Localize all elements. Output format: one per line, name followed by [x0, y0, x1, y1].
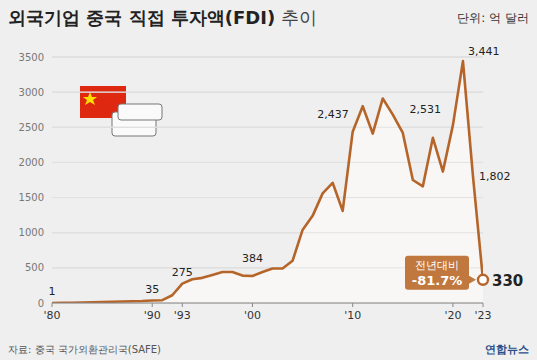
data-label: 384: [242, 252, 263, 265]
title-tail: 추이: [281, 7, 317, 28]
annotation: -81.7%: [412, 273, 463, 288]
x-tick-label: '10: [344, 309, 361, 322]
y-tick-label: 1000: [19, 227, 44, 238]
grid-line: [52, 303, 483, 304]
y-tick-label: 0: [38, 298, 44, 309]
grid-line: [52, 232, 483, 233]
line: [52, 61, 483, 303]
x-tick: [252, 303, 253, 307]
x-tick-label: '00: [244, 309, 261, 322]
title: 외국기업 중국 직접 투자액(FDI) 추이: [8, 7, 317, 28]
unit: 단위: 억 달러: [457, 11, 529, 25]
x-tick: [452, 303, 453, 307]
x-tick-label: '20: [444, 309, 461, 322]
data-label: 3,441: [468, 45, 500, 58]
grid-line: [52, 57, 483, 58]
data-label: 330: [492, 272, 523, 290]
data-label: 35: [145, 283, 159, 296]
flag-star: [83, 92, 97, 105]
grid-line: [52, 92, 483, 93]
grid-line: [52, 162, 483, 163]
grid-line: [52, 232, 483, 233]
annotation-pointer: [469, 276, 476, 284]
x-tick: [182, 303, 183, 307]
data-label: 1,802: [479, 170, 511, 183]
background: [0, 0, 537, 360]
end-marker: [478, 275, 488, 285]
data-label: 1: [49, 285, 56, 298]
data-label: 275: [172, 266, 193, 279]
x-tick: [483, 303, 484, 307]
grid-line: [52, 57, 483, 58]
x-tick: [152, 303, 153, 307]
flag-icon: [80, 86, 162, 136]
annotation-box: [405, 256, 469, 290]
title-main: 외국기업 중국 직접 투자액(FDI): [8, 7, 281, 28]
x-tick: [52, 303, 53, 307]
x-tick-label: '80: [43, 309, 60, 322]
grid-line: [52, 303, 483, 304]
x-axis: [52, 303, 483, 304]
source: 자료: 중국 국가외환관리국(SAFE): [8, 344, 161, 355]
y-tick-label: 1500: [19, 192, 44, 203]
money: [118, 104, 162, 120]
annotation: 전년대비: [415, 259, 459, 272]
plot: [52, 57, 483, 303]
y-tick-label: 2500: [19, 122, 44, 133]
x-tick: [352, 303, 353, 307]
grid-line: [52, 162, 483, 163]
x-tick-label: '93: [174, 309, 191, 322]
y-tick-label: 500: [25, 262, 44, 273]
grid-line: [52, 127, 483, 128]
grid-line: [52, 197, 483, 198]
grid-line: [52, 127, 483, 128]
y-tick-label: 2000: [19, 157, 44, 168]
y-tick-label: 3500: [19, 52, 44, 63]
y-tick-label: 3000: [19, 87, 44, 98]
grid-line: [52, 92, 483, 93]
chart: 외국기업 중국 직접 투자액(FDI) 추이 단위: 억 달러 0 500 1000 15…: [0, 0, 537, 360]
data-label: 2,531: [409, 103, 441, 116]
grid-line: [52, 197, 483, 198]
x-tick-label: '23: [474, 309, 491, 322]
data-label: 2,437: [317, 108, 349, 121]
x-tick-label: '90: [144, 309, 161, 322]
area: [52, 61, 483, 303]
credit: 연합뉴스: [485, 343, 529, 356]
